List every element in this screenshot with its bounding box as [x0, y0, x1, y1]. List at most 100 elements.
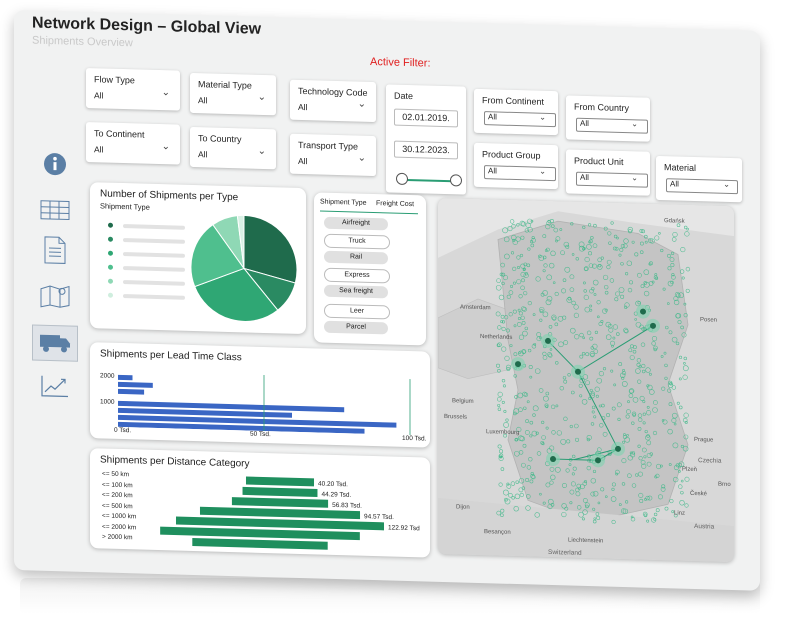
product-group-filter[interactable]: Product Group All ⌄ — [474, 142, 558, 190]
legend-placeholder-bar — [123, 293, 185, 300]
distance-bar[interactable] — [245, 476, 315, 487]
shipment-point — [539, 309, 544, 314]
shipment-point — [625, 414, 630, 419]
transport-type-filter[interactable]: Transport Type All ⌄ — [290, 133, 376, 177]
shipment-point — [562, 482, 568, 488]
filter-value: All — [580, 172, 589, 183]
lead-time-bar[interactable] — [118, 414, 397, 428]
hub-marker[interactable] — [575, 368, 581, 375]
shipment-point — [643, 290, 650, 297]
shipment-map[interactable]: Netherlands Amsterdam Belgium Brussels L… — [438, 197, 734, 563]
shipment-point — [683, 313, 688, 318]
to-country-filter[interactable]: To Country All ⌄ — [190, 126, 276, 170]
lead-time-bar[interactable] — [118, 374, 133, 381]
info-icon[interactable] — [38, 151, 72, 178]
shipment-point — [668, 402, 673, 407]
flow-type-filter[interactable]: Flow Type All ⌄ — [86, 68, 180, 111]
shipment-point — [563, 340, 569, 345]
shipment-point — [594, 386, 600, 392]
legend-item[interactable] — [108, 264, 185, 272]
chevron-down-icon[interactable]: ⌄ — [257, 91, 266, 104]
chevron-down-icon[interactable]: ⌄ — [539, 112, 546, 122]
shipment-point — [604, 308, 608, 312]
trend-chart-icon[interactable] — [38, 373, 72, 400]
chevron-down-icon[interactable]: ⌄ — [631, 173, 638, 183]
slider-start-handle[interactable] — [396, 172, 408, 186]
chevron-down-icon[interactable]: ⌄ — [357, 152, 366, 164]
distance-bar[interactable] — [175, 516, 385, 531]
table-row[interactable]: Leer — [324, 303, 390, 320]
hub-marker[interactable] — [595, 457, 601, 464]
truck-icon[interactable] — [32, 324, 78, 362]
table-row[interactable]: Parcel — [324, 320, 388, 335]
shipment-point — [519, 435, 525, 442]
hub-marker[interactable] — [515, 361, 521, 368]
date-filter[interactable]: Date 02.01.2019. 30.12.2023. — [386, 84, 466, 195]
lead-time-bar[interactable] — [118, 388, 145, 395]
lead-time-bar[interactable] — [118, 381, 153, 388]
chevron-down-icon[interactable]: ⌄ — [631, 119, 638, 129]
from-country-filter[interactable]: From Country All ⌄ — [566, 95, 650, 142]
pie-slice[interactable] — [236, 214, 245, 269]
shipment-point — [519, 253, 524, 258]
shipment-point — [637, 413, 643, 418]
legend-item[interactable] — [108, 250, 185, 258]
shipment-point — [532, 405, 539, 412]
document-icon[interactable] — [38, 236, 72, 264]
chevron-down-icon[interactable]: ⌄ — [161, 141, 170, 153]
date-start-input[interactable]: 02.01.2019. — [394, 108, 458, 128]
shipment-point — [681, 276, 685, 280]
hub-marker[interactable] — [615, 445, 621, 452]
table-row[interactable]: Airfreight — [324, 216, 388, 231]
card-title: Shipments per Lead Time Class — [100, 348, 242, 364]
legend-item[interactable] — [108, 292, 185, 300]
chevron-down-icon[interactable]: ⌄ — [539, 166, 546, 176]
technology-code-filter[interactable]: Technology Code All ⌄ — [290, 79, 376, 123]
legend-item[interactable] — [108, 278, 185, 286]
distance-bar[interactable] — [199, 506, 361, 520]
table-row[interactable]: Express — [324, 267, 390, 284]
shipment-point — [664, 376, 668, 380]
shipment-point — [564, 266, 571, 273]
chevron-down-icon[interactable]: ⌄ — [257, 145, 266, 158]
slider-end-handle[interactable] — [450, 174, 462, 187]
shipment-point — [518, 351, 521, 355]
map-label-luxembourg: Luxembourg — [486, 429, 520, 437]
distance-bar[interactable] — [192, 537, 328, 550]
legend-item[interactable] — [108, 236, 185, 244]
legend-item[interactable] — [108, 222, 185, 230]
hub-marker[interactable] — [550, 456, 556, 463]
lead-time-bar[interactable] — [118, 421, 365, 434]
lead-time-bar[interactable] — [118, 407, 292, 418]
pie-slice[interactable] — [243, 214, 298, 284]
table-row[interactable]: Rail — [324, 250, 388, 265]
from-continent-filter[interactable]: From Continent All ⌄ — [474, 88, 558, 136]
chevron-down-icon[interactable]: ⌄ — [723, 179, 730, 189]
pie-slice[interactable] — [194, 267, 279, 322]
hub-marker[interactable] — [545, 337, 551, 344]
map-canvas[interactable] — [438, 197, 734, 563]
material-filter[interactable]: Material All ⌄ — [656, 155, 742, 203]
shipment-point — [642, 511, 648, 517]
product-unit-filter[interactable]: Product Unit All ⌄ — [566, 149, 650, 196]
material-type-filter[interactable]: Material Type All ⌄ — [190, 72, 276, 116]
distance-bar[interactable] — [242, 486, 318, 497]
chevron-down-icon[interactable]: ⌄ — [161, 87, 170, 99]
lead-time-bar[interactable] — [118, 400, 345, 413]
shipment-point — [517, 308, 521, 312]
table-row[interactable]: Sea freight — [324, 284, 388, 299]
pie-slice[interactable] — [190, 223, 245, 288]
distance-bar[interactable] — [160, 526, 360, 541]
table-icon[interactable] — [38, 197, 72, 224]
date-end-input[interactable]: 30.12.2023. — [394, 140, 458, 160]
map-label-switzerland: Switzerland — [548, 548, 582, 557]
distance-bar[interactable] — [231, 497, 329, 508]
shipment-point — [626, 260, 633, 266]
to-continent-filter[interactable]: To Continent All ⌄ — [86, 122, 180, 165]
shipment-point — [645, 435, 651, 441]
chevron-down-icon[interactable]: ⌄ — [357, 98, 366, 110]
hub-marker[interactable] — [640, 308, 646, 315]
hub-marker[interactable] — [650, 322, 656, 329]
table-row[interactable]: Truck — [324, 233, 390, 250]
map-icon[interactable] — [38, 283, 72, 310]
